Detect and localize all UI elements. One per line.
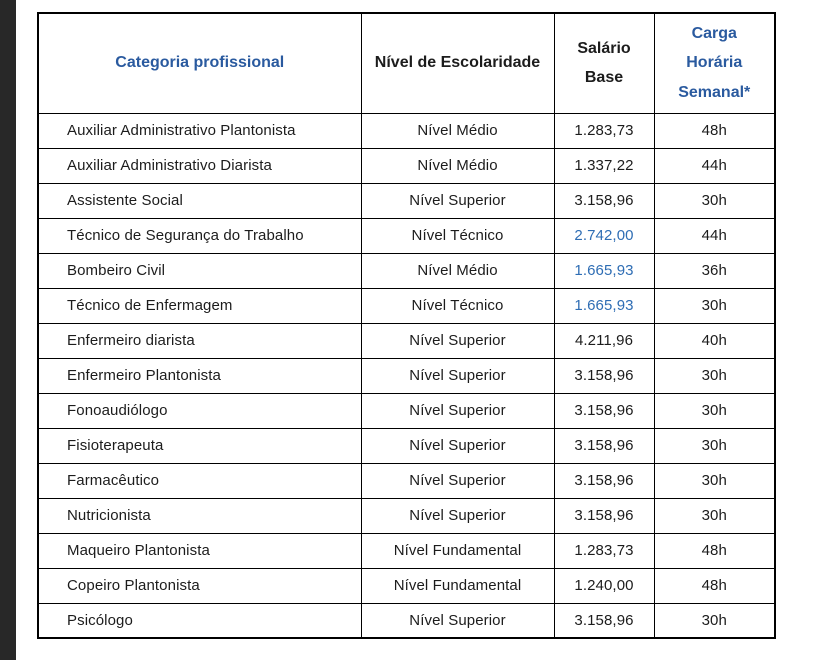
table-row: Auxiliar Administrativo Plantonista Níve… xyxy=(37,112,776,149)
header-salario-base: Salário Base xyxy=(553,12,655,114)
cell-nivel: Nível Fundamental xyxy=(360,532,555,569)
cell-categoria: Copeiro Plantonista xyxy=(37,567,362,604)
cell-nivel: Nível Superior xyxy=(360,427,555,464)
cell-categoria: Maqueiro Plantonista xyxy=(37,532,362,569)
cell-nivel: Nível Médio xyxy=(360,252,555,289)
cell-salario: 1.283,73 xyxy=(553,112,655,149)
cell-categoria: Enfermeiro diarista xyxy=(37,322,362,359)
cell-carga: 30h xyxy=(653,497,776,534)
header-categoria-profissional: Categoria profissional xyxy=(37,12,362,114)
cell-carga: 44h xyxy=(653,217,776,254)
cell-categoria: Assistente Social xyxy=(37,182,362,219)
cell-salario: 3.158,96 xyxy=(553,462,655,499)
table-row: Farmacêutico Nível Superior 3.158,96 30h xyxy=(37,462,776,499)
cell-categoria: Auxiliar Administrativo Diarista xyxy=(37,147,362,184)
viewer-left-edge xyxy=(0,0,16,660)
table-row: Bombeiro Civil Nível Médio 1.665,93 36h xyxy=(37,252,776,289)
cell-carga: 30h xyxy=(653,462,776,499)
cell-categoria: Psicólogo xyxy=(37,602,362,639)
cell-nivel: Nível Médio xyxy=(360,147,555,184)
cell-nivel: Nível Médio xyxy=(360,112,555,149)
cell-nivel: Nível Superior xyxy=(360,602,555,639)
cell-categoria: Enfermeiro Plantonista xyxy=(37,357,362,394)
table-row: Copeiro Plantonista Nível Fundamental 1.… xyxy=(37,567,776,604)
cell-salario: 1.665,93 xyxy=(553,252,655,289)
cell-carga: 36h xyxy=(653,252,776,289)
cell-carga: 48h xyxy=(653,532,776,569)
cell-salario: 3.158,96 xyxy=(553,392,655,429)
cell-salario: 3.158,96 xyxy=(553,182,655,219)
cell-nivel: Nível Superior xyxy=(360,497,555,534)
table-row: Fisioterapeuta Nível Superior 3.158,96 3… xyxy=(37,427,776,464)
cell-salario: 3.158,96 xyxy=(553,357,655,394)
cell-nivel: Nível Técnico xyxy=(360,287,555,324)
table-row: Enfermeiro Plantonista Nível Superior 3.… xyxy=(37,357,776,394)
table-row: Auxiliar Administrativo Diarista Nível M… xyxy=(37,147,776,184)
cell-carga: 48h xyxy=(653,567,776,604)
cell-salario: 3.158,96 xyxy=(553,497,655,534)
cell-nivel: Nível Superior xyxy=(360,357,555,394)
table-row: Maqueiro Plantonista Nível Fundamental 1… xyxy=(37,532,776,569)
table-row: Nutricionista Nível Superior 3.158,96 30… xyxy=(37,497,776,534)
cell-carga: 30h xyxy=(653,182,776,219)
cell-salario: 1.283,73 xyxy=(553,532,655,569)
cell-categoria: Técnico de Segurança do Trabalho xyxy=(37,217,362,254)
cell-carga: 30h xyxy=(653,427,776,464)
table-row: Técnico de Segurança do Trabalho Nível T… xyxy=(37,217,776,254)
table-row: Assistente Social Nível Superior 3.158,9… xyxy=(37,182,776,219)
cell-carga: 30h xyxy=(653,602,776,639)
header-carga-horaria-semanal: Carga Horária Semanal* xyxy=(653,12,776,114)
header-row: Categoria profissional Nível de Escolari… xyxy=(37,12,776,114)
cell-carga: 30h xyxy=(653,287,776,324)
cell-salario: 1.240,00 xyxy=(553,567,655,604)
cell-salario: 4.211,96 xyxy=(553,322,655,359)
cell-salario: 2.742,00 xyxy=(553,217,655,254)
cell-categoria: Farmacêutico xyxy=(37,462,362,499)
cell-salario: 1.665,93 xyxy=(553,287,655,324)
cell-categoria: Fisioterapeuta xyxy=(37,427,362,464)
cell-categoria: Técnico de Enfermagem xyxy=(37,287,362,324)
table-row: Fonoaudiólogo Nível Superior 3.158,96 30… xyxy=(37,392,776,429)
cell-categoria: Bombeiro Civil xyxy=(37,252,362,289)
salary-table: Categoria profissional Nível de Escolari… xyxy=(37,12,776,639)
cell-nivel: Nível Superior xyxy=(360,462,555,499)
cell-carga: 44h xyxy=(653,147,776,184)
table-row: Técnico de Enfermagem Nível Técnico 1.66… xyxy=(37,287,776,324)
cell-nivel: Nível Técnico xyxy=(360,217,555,254)
cell-carga: 48h xyxy=(653,112,776,149)
cell-carga: 40h xyxy=(653,322,776,359)
cell-nivel: Nível Fundamental xyxy=(360,567,555,604)
cell-nivel: Nível Superior xyxy=(360,322,555,359)
cell-carga: 30h xyxy=(653,357,776,394)
cell-categoria: Fonoaudiólogo xyxy=(37,392,362,429)
cell-nivel: Nível Superior xyxy=(360,182,555,219)
cell-categoria: Nutricionista xyxy=(37,497,362,534)
table-header: Categoria profissional Nível de Escolari… xyxy=(37,12,776,114)
table-row: Enfermeiro diarista Nível Superior 4.211… xyxy=(37,322,776,359)
cell-salario: 1.337,22 xyxy=(553,147,655,184)
table-body: Auxiliar Administrativo Plantonista Níve… xyxy=(37,112,776,639)
cell-salario: 3.158,96 xyxy=(553,427,655,464)
cell-carga: 30h xyxy=(653,392,776,429)
cell-categoria: Auxiliar Administrativo Plantonista xyxy=(37,112,362,149)
header-nivel-escolaridade: Nível de Escolaridade xyxy=(360,12,555,114)
cell-salario: 3.158,96 xyxy=(553,602,655,639)
table-row: Psicólogo Nível Superior 3.158,96 30h xyxy=(37,602,776,639)
cell-nivel: Nível Superior xyxy=(360,392,555,429)
